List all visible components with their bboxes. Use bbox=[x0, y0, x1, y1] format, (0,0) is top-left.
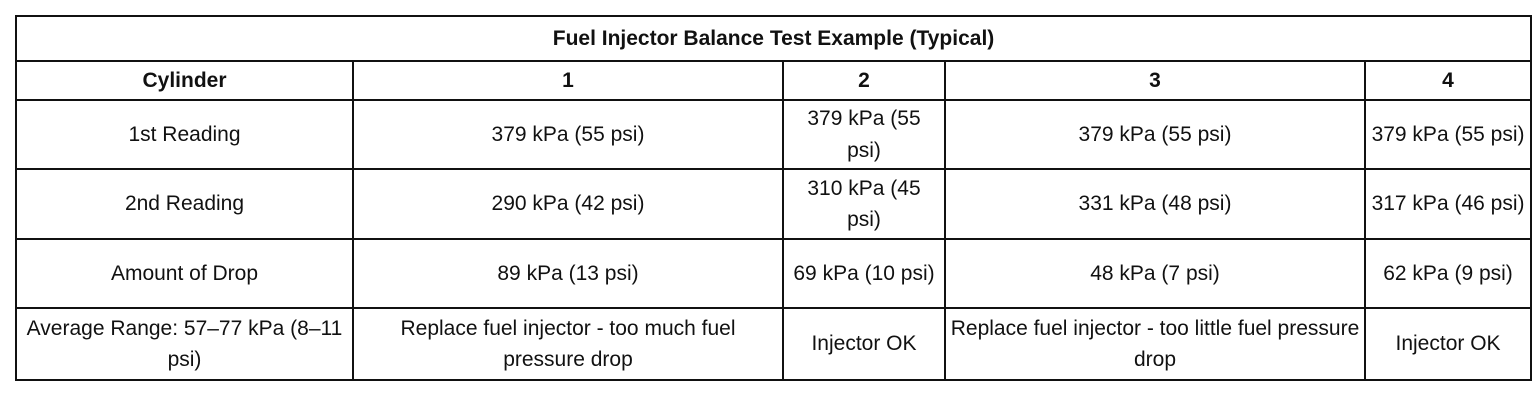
table-cell: 69 kPa (10 psi) bbox=[782, 237, 946, 310]
table-cell: 48 kPa (7 psi) bbox=[944, 237, 1366, 310]
fuel-injector-balance-table: Fuel Injector Balance Test Example (Typi… bbox=[14, 15, 1533, 381]
table-cell: 379 kPa (55 psi) bbox=[782, 98, 946, 171]
table-cell: 379 kPa (55 psi) bbox=[1363, 98, 1533, 171]
row-label: 1st Reading bbox=[15, 98, 354, 171]
table-cell: 290 kPa (42 psi) bbox=[352, 168, 784, 240]
table-cell: 379 kPa (55 psi) bbox=[352, 98, 784, 171]
header-cylinder-2: 2 bbox=[782, 59, 946, 101]
table-cell: 379 kPa (55 psi) bbox=[944, 98, 1366, 171]
table-cell: 317 kPa (46 psi) bbox=[1363, 168, 1533, 240]
header-cylinder-3: 3 bbox=[944, 59, 1366, 101]
table-title-row: Fuel Injector Balance Test Example (Typi… bbox=[14, 15, 1533, 62]
table-cell: 310 kPa (45 psi) bbox=[782, 168, 946, 240]
header-cylinder-1: 1 bbox=[352, 59, 784, 101]
table-row-2nd-reading: 2nd Reading 290 kPa (42 psi) 310 kPa (45… bbox=[15, 168, 1533, 240]
table-cell: 89 kPa (13 psi) bbox=[352, 237, 784, 310]
header-cylinder-4: 4 bbox=[1363, 59, 1533, 101]
table-row-amount-of-drop: Amount of Drop 89 kPa (13 psi) 69 kPa (1… bbox=[15, 237, 1533, 310]
table-title: Fuel Injector Balance Test Example (Typi… bbox=[14, 15, 1533, 62]
table-row-1st-reading: 1st Reading 379 kPa (55 psi) 379 kPa (55… bbox=[15, 98, 1533, 171]
header-cylinder: Cylinder bbox=[15, 59, 354, 101]
row-label: 2nd Reading bbox=[15, 168, 354, 240]
table-row-average-range: Average Range: 57–77 kPa (8–11 psi) Repl… bbox=[15, 307, 1533, 381]
table-cell: Replace fuel injector - too little fuel … bbox=[944, 307, 1366, 381]
table-cell: Injector OK bbox=[782, 307, 946, 381]
row-label: Average Range: 57–77 kPa (8–11 psi) bbox=[15, 307, 354, 381]
row-label: Amount of Drop bbox=[15, 237, 354, 310]
table-cell: Injector OK bbox=[1363, 307, 1533, 381]
table-cell: 331 kPa (48 psi) bbox=[944, 168, 1366, 240]
table-cell: 62 kPa (9 psi) bbox=[1363, 237, 1533, 310]
table-header-row: Cylinder 1 2 3 4 bbox=[15, 59, 1533, 101]
table-cell: Replace fuel injector - too much fuel pr… bbox=[352, 307, 784, 381]
